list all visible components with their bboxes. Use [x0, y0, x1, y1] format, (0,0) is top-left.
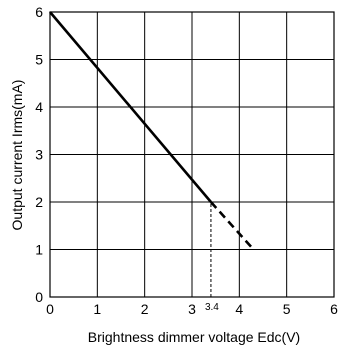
series-line-dashed [209, 201, 255, 251]
x-tick-label: 0 [46, 301, 54, 317]
x-tick-label: 6 [330, 301, 338, 317]
y-tick-label: 0 [35, 289, 43, 305]
grid [50, 12, 334, 297]
x-tick-label: 4 [235, 301, 243, 317]
y-tick-label: 3 [35, 147, 43, 163]
x-tick-label: 5 [283, 301, 291, 317]
y-tick-label: 6 [35, 4, 43, 20]
annotation-label: 3.4 [205, 302, 219, 313]
y-axis-title: Output current Irms(mA) [9, 80, 25, 231]
y-tick-label: 4 [35, 99, 43, 115]
annotation-labels: 3.4 [205, 302, 219, 313]
x-tick-labels: 0 1 2 3 4 5 6 [46, 301, 338, 317]
x-tick-label: 2 [141, 301, 149, 317]
plot-frame [49, 11, 335, 298]
y-tick-label: 2 [35, 194, 43, 210]
series-lines [49, 11, 255, 251]
x-axis-title: Brightness dimmer voltage Edc(V) [88, 329, 300, 345]
y-tick-label: 5 [35, 52, 43, 68]
series-line-solid [49, 11, 212, 203]
y-tick-labels: 0 1 2 3 4 5 6 [35, 4, 43, 305]
y-tick-label: 1 [35, 242, 43, 258]
x-tick-label: 3 [188, 301, 196, 317]
x-tick-label: 1 [93, 301, 101, 317]
